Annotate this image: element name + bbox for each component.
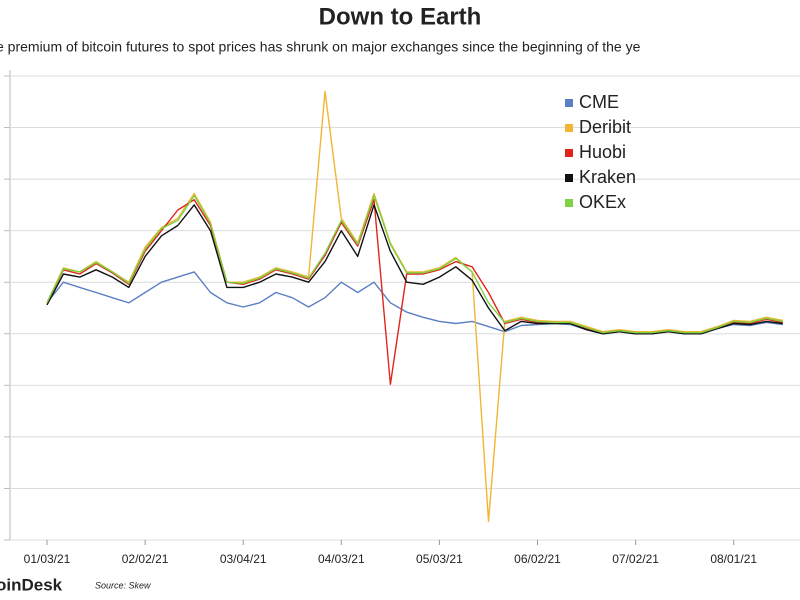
x-tick-label: 03/04/21	[220, 552, 267, 566]
legend-swatch	[565, 124, 573, 132]
x-tick-label: 04/03/21	[318, 552, 365, 566]
series-line	[46, 271, 783, 335]
x-tick-label: 01/03/21	[24, 552, 71, 566]
x-tick-label: 02/02/21	[122, 552, 169, 566]
legend-swatch	[565, 149, 573, 157]
legend-swatch	[565, 99, 573, 107]
x-tick-label: 07/02/21	[612, 552, 659, 566]
chart-subtitle: e premium of bitcoin futures to spot pri…	[0, 39, 641, 55]
series-line	[46, 90, 783, 523]
legend-label: Deribit	[579, 117, 631, 137]
chart-title: Down to Earth	[319, 3, 482, 30]
legend-label: Kraken	[579, 167, 636, 187]
x-tick-label: 06/02/21	[514, 552, 561, 566]
series-line	[46, 194, 783, 334]
source-note: Source: Skew	[95, 580, 151, 590]
legend-label: OKEx	[579, 192, 626, 212]
series-line	[46, 199, 783, 385]
legend-label: Huobi	[579, 142, 626, 162]
series-line	[46, 204, 783, 335]
brand: oinDesk	[0, 575, 63, 594]
legend-label: CME	[579, 92, 619, 112]
x-tick-label: 08/01/21	[710, 552, 757, 566]
legend-swatch	[565, 199, 573, 207]
x-tick-label: 05/03/21	[416, 552, 463, 566]
legend-swatch	[565, 174, 573, 182]
